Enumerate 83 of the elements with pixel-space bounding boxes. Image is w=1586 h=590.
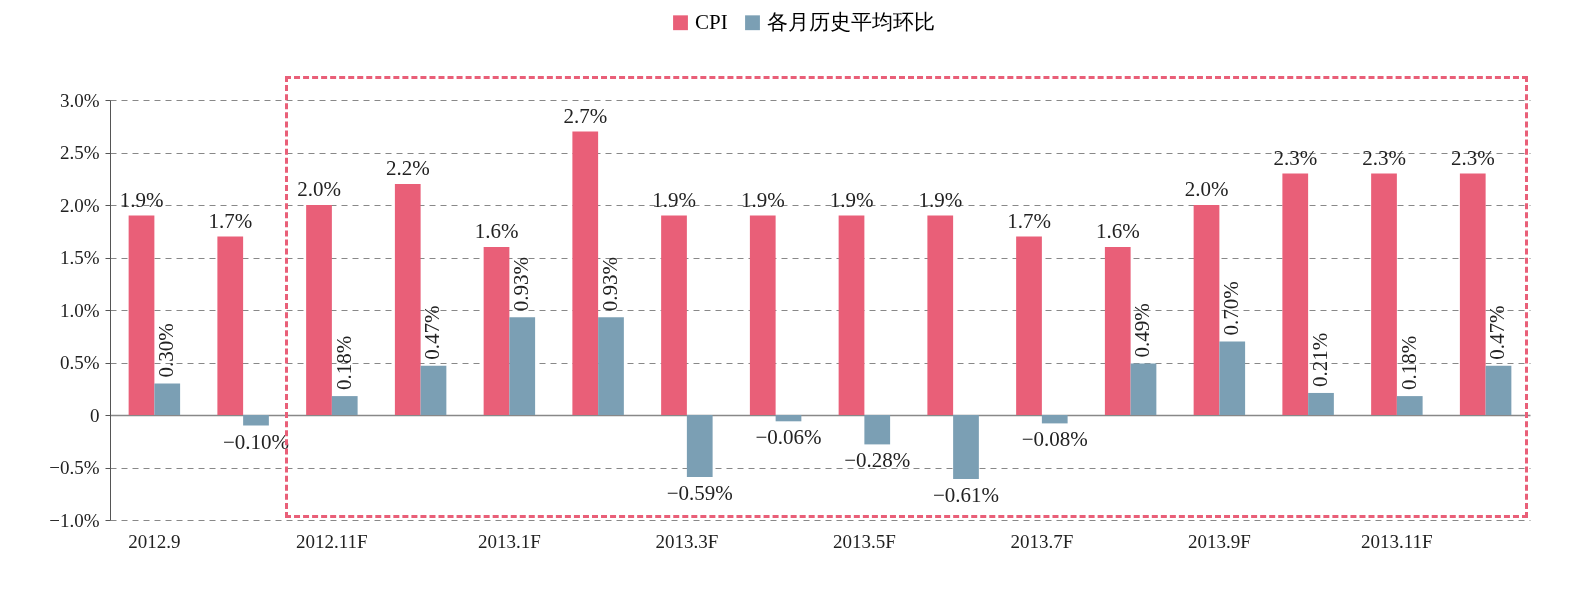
bar [749, 215, 776, 415]
x-tick-label: 2013.1F [477, 530, 541, 552]
bar [598, 317, 624, 415]
data-label: 1.6% [1095, 219, 1140, 243]
bar [661, 215, 687, 415]
data-label: 2.7% [563, 103, 608, 128]
y-tick-label: 0.5% [59, 352, 100, 373]
data-label: −0.28% [844, 448, 911, 473]
data-label: 1.9% [652, 187, 696, 212]
bar [1485, 365, 1512, 415]
x-tick-label: 2013.3F [655, 530, 719, 552]
data-label: 1.9% [740, 187, 785, 212]
data-label: 0.70% [1219, 281, 1244, 336]
bar [1130, 363, 1157, 415]
data-label: 0.93% [509, 257, 534, 312]
bar [1041, 415, 1068, 424]
y-tick-label: −0.5% [49, 457, 100, 478]
data-label: 0.30% [154, 323, 179, 378]
y-tick-label: −1.0% [49, 509, 100, 531]
data-label: 2.3% [1273, 145, 1318, 170]
data-label: −0.06% [755, 425, 822, 450]
data-label: 0.18% [1396, 335, 1421, 391]
data-label: 1.6% [474, 219, 519, 243]
y-tick-label: 2.5% [59, 142, 100, 163]
bar [1282, 173, 1309, 415]
bar [864, 415, 891, 445]
data-label: 1.9% [829, 187, 874, 212]
data-label: −0.59% [666, 480, 733, 505]
data-label: 0.18% [331, 335, 356, 391]
bar [331, 396, 358, 415]
y-tick-label: 0 [90, 404, 100, 426]
bar [838, 215, 865, 415]
x-tick-label: 2013.9F [1187, 530, 1251, 552]
legend-label: CPI [695, 9, 728, 34]
bar [1016, 236, 1042, 415]
data-label: 2.0% [297, 177, 341, 201]
data-label: 1.7% [1007, 208, 1051, 233]
data-label: 0.93% [597, 257, 622, 312]
bar [1396, 396, 1423, 415]
bar [394, 184, 421, 415]
x-tick-label: 2012.9 [128, 530, 181, 552]
bar [1104, 247, 1131, 415]
legend-label: 各月历史平均环比 [767, 9, 935, 34]
y-tick-label: 1.5% [59, 247, 100, 268]
data-label: −0.10% [222, 429, 290, 454]
x-tick-label: 2013.11F [1361, 530, 1433, 552]
data-label: 2.3% [1362, 145, 1406, 170]
bar [927, 215, 954, 415]
bar [1308, 392, 1334, 415]
data-label: 2.2% [385, 156, 430, 180]
data-label: 1.9% [918, 187, 963, 212]
bar [1371, 173, 1397, 415]
x-tick-label: 2012.11F [296, 530, 368, 552]
bar [128, 215, 155, 415]
bar [243, 415, 269, 426]
data-label: 0.47% [1485, 305, 1510, 360]
data-label: −0.08% [1021, 427, 1088, 452]
bar [420, 365, 447, 415]
x-tick-label: 2013.5F [832, 530, 896, 552]
bar [306, 205, 332, 415]
data-label: 2.0% [1184, 177, 1229, 201]
bar [217, 236, 244, 415]
bar [154, 383, 181, 415]
y-tick-label: 3.0% [59, 89, 100, 111]
y-tick-label: 2.0% [59, 194, 100, 216]
data-label: 1.7% [208, 208, 253, 233]
bar [953, 415, 979, 480]
data-label: −0.61% [932, 483, 1000, 508]
bar [509, 317, 536, 415]
y-tick-label: 1.0% [59, 299, 100, 321]
data-label: 0.49% [1130, 303, 1155, 358]
data-label: 2.3% [1450, 145, 1495, 170]
data-label: 1.9% [119, 187, 164, 212]
bar [1219, 341, 1246, 415]
x-tick-label: 2013.7F [1010, 530, 1074, 552]
data-label: 0.47% [420, 305, 445, 360]
bar [572, 131, 599, 415]
bar [686, 415, 713, 477]
bar [1193, 205, 1220, 415]
bar [483, 247, 510, 415]
bar [775, 415, 802, 422]
bar [1459, 173, 1486, 415]
data-label: 0.21% [1307, 332, 1332, 387]
